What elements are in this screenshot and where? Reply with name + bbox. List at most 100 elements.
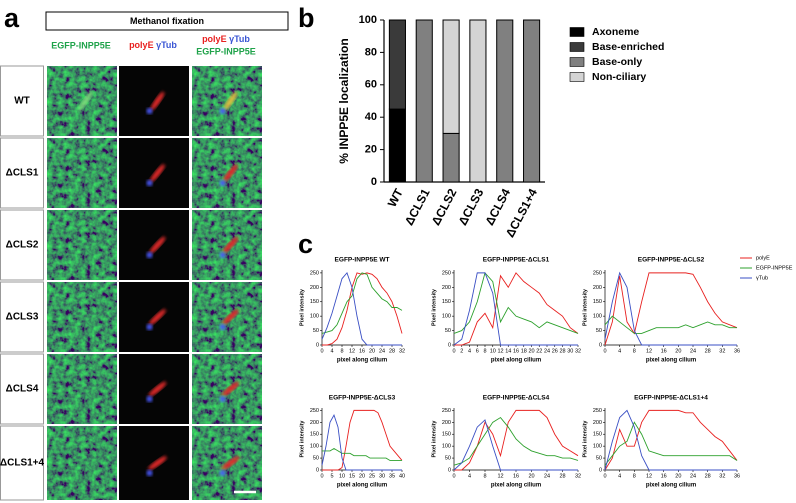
line-series: [604, 409, 737, 471]
y-tick-label: 80: [365, 46, 377, 58]
y-tick-label: 100: [310, 444, 319, 450]
x-tick-label: 32: [575, 473, 581, 479]
y-tick-label: 100: [593, 314, 602, 320]
signal: [146, 180, 153, 186]
x-tick-label: 20: [675, 348, 681, 354]
background: [119, 66, 189, 136]
x-tick-label: 30: [379, 473, 385, 479]
y-tick-label: 50: [445, 328, 451, 334]
line-series: [321, 272, 402, 346]
x-tick-label: 16: [513, 348, 519, 354]
y-tick-label: 100: [442, 314, 451, 320]
x-tick-label: 16: [661, 348, 667, 354]
signal: [219, 180, 226, 186]
micrograph: [119, 66, 189, 136]
signal: [222, 309, 239, 325]
y-tick-label: 150: [593, 432, 602, 438]
y-tick-label: 250: [310, 270, 319, 276]
background: [192, 66, 262, 136]
signal: [222, 236, 239, 254]
line-series: [453, 271, 579, 334]
y-tick-label: 200: [442, 420, 451, 426]
micrograph: [47, 138, 117, 208]
header-part: γTub: [229, 34, 250, 44]
x-tick-label: 20: [675, 473, 681, 479]
x-tick-label: 22: [536, 348, 542, 354]
y-tick-label: 200: [593, 420, 602, 426]
legend-label: γTub: [756, 275, 768, 281]
legend-label: Base-only: [592, 56, 642, 68]
y-tick-label: 0: [599, 467, 602, 473]
x-tick-label: 12: [646, 473, 652, 479]
micrograph: [119, 138, 189, 208]
panel-title: Methanol fixation: [130, 16, 204, 26]
x-tick-label: 24: [690, 348, 696, 354]
column-header: EGFP-INPP5E: [196, 46, 256, 56]
x-tick-label: 16: [359, 348, 365, 354]
x-tick-label: 10: [339, 473, 345, 479]
x-tick-label: 28: [559, 348, 565, 354]
header-part: γTub: [156, 40, 177, 50]
signal: [146, 324, 153, 330]
micrograph: [47, 66, 117, 136]
line-series: [322, 448, 402, 461]
x-tick-label: 32: [399, 348, 405, 354]
x-tick-label: 10: [490, 348, 496, 354]
micrograph: [119, 354, 189, 424]
legend-swatch: [569, 27, 585, 37]
signal: [221, 456, 240, 470]
y-tick-label: 100: [359, 14, 377, 26]
y-tick-label: 100: [593, 444, 602, 450]
x-tick-label: 8: [633, 348, 636, 354]
y-tick-label: 150: [442, 432, 451, 438]
y-tick-label: 250: [593, 408, 602, 414]
signal: [146, 252, 153, 258]
micrograph: [192, 282, 262, 352]
line-series: [604, 271, 737, 346]
signal: [146, 108, 153, 114]
y-axis-label: Pixel intensity: [582, 420, 588, 458]
bar-segment: [442, 132, 460, 183]
row-label: ΔCLS3: [6, 312, 39, 323]
signal: [221, 381, 240, 397]
line-series: [453, 419, 578, 471]
x-tick-label: 24: [690, 473, 696, 479]
bar-segment: [442, 19, 460, 134]
row-label-box: [0, 209, 44, 281]
line-series: [321, 272, 403, 334]
legend-label: Non-ciliary: [592, 71, 646, 83]
x-tick-label: 16: [513, 473, 519, 479]
line-series: [453, 416, 579, 466]
micrograph: [192, 354, 262, 424]
signal: [148, 456, 167, 470]
x-axis-label: pixel along cilium: [337, 483, 387, 489]
x-tick-label: 12: [497, 348, 503, 354]
line-series: [322, 272, 403, 346]
x-tick-label: WT: [385, 186, 406, 210]
micrograph: [47, 426, 117, 500]
x-tick-label: 4: [618, 348, 621, 354]
bar-segment: [469, 19, 487, 183]
panel-label: a: [4, 3, 20, 33]
legend-label: Base-enriched: [592, 41, 664, 53]
micrograph: [47, 282, 117, 352]
line-series: [604, 421, 738, 466]
x-tick-label: 28: [705, 348, 711, 354]
y-tick-label: 50: [445, 456, 451, 462]
signal: [219, 470, 226, 476]
background: [47, 210, 117, 280]
y-axis-label: % INPP5E localization: [337, 38, 351, 163]
column-header: polyE γTub: [202, 34, 250, 44]
row-label-box: [0, 353, 44, 425]
x-tick-label: 36: [734, 473, 740, 479]
x-tick-label: 24: [544, 473, 550, 479]
signal: [223, 91, 238, 111]
legend-swatch: [569, 57, 585, 67]
y-tick-label: 0: [448, 342, 451, 348]
y-tick-label: 40: [365, 111, 377, 123]
x-tick-label: 14: [505, 348, 511, 354]
signal: [223, 164, 238, 182]
x-tick-label: 26: [552, 348, 558, 354]
line-series: [604, 409, 738, 471]
x-tick-label: 12: [349, 348, 355, 354]
